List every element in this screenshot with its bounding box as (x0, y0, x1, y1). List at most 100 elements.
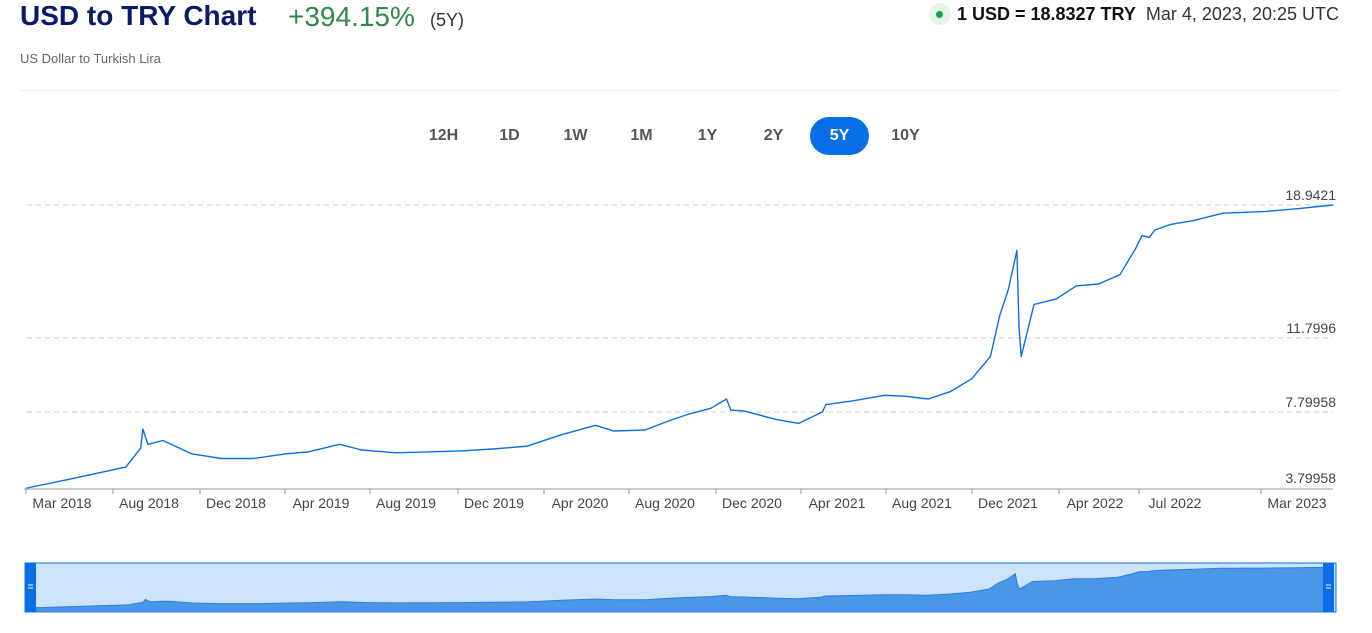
data-point (595, 424, 597, 426)
data-point (1192, 220, 1194, 222)
range-selector: 12H 1D 1W 1M 1Y 2Y 5Y 10Y (414, 117, 942, 155)
data-point (1148, 236, 1150, 238)
x-tick-label: Apr 2019 (293, 495, 350, 511)
range-button-1w[interactable]: 1W (563, 127, 588, 144)
navigator (24, 562, 1337, 613)
data-point (725, 398, 728, 400)
data-point (1097, 283, 1099, 285)
x-tick-label: Jul 2022 (1149, 495, 1202, 511)
data-point (285, 453, 287, 455)
data-point (1332, 204, 1334, 206)
data-point (776, 419, 778, 421)
data-point (147, 443, 149, 445)
y-tick-label: 11.7996 (1286, 320, 1336, 336)
usd-try-series-line (26, 204, 1334, 489)
x-tick-label: Aug 2019 (376, 495, 436, 511)
y-tick-label: 18.9421 (1285, 187, 1336, 203)
data-point (526, 445, 528, 447)
period-label: (5Y) (430, 10, 465, 30)
range-button-12h[interactable]: 12H (428, 127, 459, 144)
range-button-1d[interactable]: 1D (499, 127, 520, 144)
y-axis-labels: 18.9421 11.7996 7.79958 3.79958 (1285, 187, 1336, 486)
x-tick-label: Apr 2021 (809, 495, 866, 511)
data-point (1007, 289, 1009, 291)
data-point (394, 452, 396, 454)
data-point (361, 449, 363, 451)
data-point (1154, 229, 1156, 231)
data-point (825, 404, 827, 406)
x-axis: Mar 2018 Aug 2018 Dec 2018 Apr 2019 Aug 2019… (24, 488, 1333, 511)
data-point (1055, 298, 1057, 300)
data-point (612, 430, 615, 432)
data-point (949, 391, 952, 393)
data-point (190, 453, 193, 455)
x-tick-label: Aug 2018 (119, 495, 179, 511)
data-point (125, 466, 127, 468)
x-tick-label: Apr 2020 (552, 495, 609, 511)
data-point (1222, 212, 1224, 214)
data-point (1075, 285, 1077, 287)
data-point (253, 457, 255, 460)
data-point (688, 413, 690, 415)
x-tick-label: Dec 2019 (464, 495, 524, 511)
x-tick-label: Mar 2023 (1267, 495, 1326, 511)
x-tick-label: Dec 2020 (722, 495, 782, 511)
range-button-1m[interactable]: 1M (630, 127, 653, 144)
x-tick-label: Aug 2021 (892, 495, 952, 511)
range-button-1y[interactable]: 1Y (697, 127, 718, 144)
data-point (999, 315, 1001, 317)
data-point (884, 394, 886, 396)
data-point (989, 355, 992, 358)
data-point (1170, 223, 1172, 225)
data-point (560, 434, 562, 436)
rate-value: 1 USD = 18.8327 TRY (956, 3, 1136, 24)
data-point (905, 395, 907, 397)
header-divider (20, 90, 1340, 91)
page-title: USD to TRY Chart (20, 0, 257, 31)
series-group (26, 204, 1334, 489)
data-point (798, 422, 800, 424)
data-point (730, 409, 732, 411)
x-tick-label: Dec 2018 (206, 495, 266, 511)
x-tick-label: Apr 2022 (1067, 495, 1124, 511)
x-tick-label: Aug 2020 (635, 495, 695, 511)
data-point (971, 378, 973, 380)
data-point (1141, 235, 1143, 237)
data-point (492, 448, 494, 450)
data-point (666, 420, 668, 423)
data-point (821, 411, 823, 413)
percent-change: +394.15% (288, 1, 415, 32)
data-point (339, 443, 341, 445)
rate-timestamp: Mar 4, 2023, 20:25 UTC (1145, 3, 1339, 24)
y-tick-label: 3.79958 (1285, 470, 1336, 486)
data-point (927, 398, 929, 400)
live-rate: 1 USD = 18.8327 TRY Mar 4, 2023, 20:25 U… (928, 3, 1339, 25)
data-point (67, 478, 70, 480)
data-point (426, 451, 429, 453)
data-point (162, 439, 164, 442)
data-point (142, 428, 144, 430)
data-point (220, 457, 223, 460)
pair-subtitle: US Dollar to Turkish Lira (20, 51, 161, 66)
range-button-2y[interactable]: 2Y (763, 127, 784, 144)
x-tick-label: Dec 2021 (978, 495, 1038, 511)
y-tick-label: 7.79958 (1285, 394, 1336, 410)
range-button-5y[interactable]: 5Y (810, 117, 869, 155)
data-point (1298, 208, 1300, 210)
data-point (140, 447, 142, 449)
data-point (1018, 326, 1020, 328)
data-point (26, 487, 28, 489)
data-point (644, 429, 646, 431)
data-point (1016, 249, 1018, 252)
data-point (1119, 274, 1121, 276)
data-point (710, 407, 712, 409)
data-point (1020, 355, 1022, 358)
data-point (1135, 248, 1137, 250)
navigator-area (29, 566, 1331, 613)
data-point (1265, 210, 1268, 212)
data-point (851, 400, 854, 402)
x-tick-label: Mar 2018 (32, 495, 91, 511)
range-button-10y[interactable]: 10Y (891, 127, 920, 144)
data-point (460, 450, 462, 452)
